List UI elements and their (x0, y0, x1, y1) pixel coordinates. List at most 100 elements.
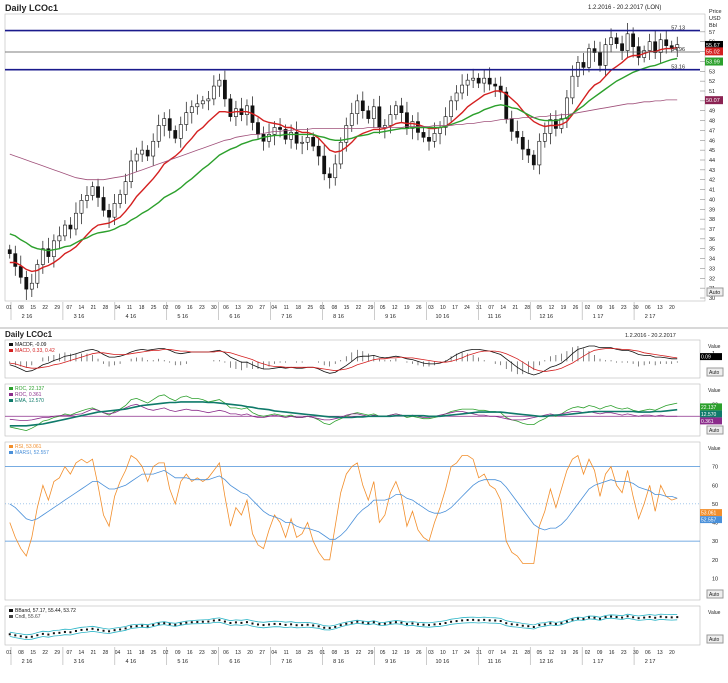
bband-candle (284, 623, 287, 626)
rsi-value-badge-label-0: 53.061 (701, 511, 717, 517)
roc-legend-swatch-2 (9, 399, 13, 402)
bottom-month-label-4: 6 16 (229, 659, 240, 665)
price-badge-55.67 (705, 40, 723, 49)
rsi-tick-40: 40 (712, 521, 718, 527)
roc-value-header: Value (708, 388, 721, 394)
top-day-tick-30: 29 (368, 305, 374, 311)
top-month-label-7: 9 16 (385, 314, 396, 320)
top-month-label-12: 2 17 (645, 314, 656, 320)
candle-body (311, 137, 316, 147)
top-day-tick-41: 14 (500, 305, 506, 311)
bottom-month-label-12: 2 17 (645, 659, 656, 665)
top-day-tick-21: 27 (259, 305, 265, 311)
bband-legend-1: Cndl, 55.67 (15, 614, 41, 620)
bottom-day-tick-13: 02 (163, 650, 169, 656)
candle-body (234, 108, 238, 117)
candle-body (256, 122, 260, 135)
candle-body (289, 132, 293, 140)
candle-body (195, 103, 200, 108)
candle-body (405, 112, 409, 129)
bband-auto-button[interactable] (706, 634, 724, 644)
candle-body (669, 45, 674, 48)
roc-auto-button[interactable] (706, 425, 724, 435)
bband-candle (256, 623, 259, 626)
bband-candle (599, 617, 602, 620)
candle-body (498, 85, 503, 93)
top-day-tick-7: 21 (91, 305, 97, 311)
candle-body (515, 131, 520, 138)
candle-body (294, 132, 299, 144)
rsi-legend-swatch-1 (9, 451, 13, 454)
top-day-tick-52: 30 (633, 305, 639, 311)
top-day-tick-53: 06 (645, 305, 651, 311)
bband-candle (108, 630, 111, 633)
candle-body (272, 127, 277, 135)
bband-candle (411, 622, 414, 625)
bottom-day-tick-34: 26 (416, 650, 422, 656)
macd-legend-0: MACDF, -0.09 (15, 342, 47, 348)
candle-body (631, 33, 636, 47)
candle-body (355, 100, 360, 114)
candle-body (140, 149, 145, 155)
candle-body (322, 155, 327, 175)
auto-scale-button-main[interactable] (706, 287, 724, 297)
bband-candle (317, 625, 320, 628)
bband-candle (510, 623, 513, 626)
bband-candle (444, 622, 447, 625)
bottom-day-tick-39: 31 (476, 650, 482, 656)
macd-auto-button[interactable] (706, 367, 724, 377)
bband-candle (626, 615, 629, 618)
candle-body (107, 209, 111, 218)
bottom-month-label-5: 7 16 (281, 659, 292, 665)
bband-value-header: Value (708, 610, 721, 616)
top-month-label-8: 10 16 (436, 314, 450, 320)
candle-body (620, 43, 624, 51)
price-tick-label-42: 42 (709, 178, 715, 184)
bottom-day-tick-21: 27 (259, 650, 265, 656)
bband-candle (168, 623, 171, 626)
bband-candle (361, 621, 364, 624)
top-day-tick-6: 14 (79, 305, 85, 311)
price-tick-label-53: 53 (709, 69, 715, 75)
bband-panel-frame (4, 605, 701, 646)
series-line-ema-34 (9, 57, 678, 252)
bottom-day-tick-38: 24 (464, 650, 470, 656)
bband-candle (273, 622, 276, 625)
bband-candle (610, 615, 613, 618)
top-day-tick-0: 01 (6, 305, 12, 311)
candle-body (316, 145, 321, 157)
bband-candle (494, 619, 497, 622)
bband-candle (119, 628, 122, 631)
candle-body (603, 44, 608, 66)
bband-candle (356, 620, 359, 623)
macd-series-0 (9, 345, 678, 376)
top-day-tick-54: 13 (657, 305, 663, 311)
bband-candle (130, 625, 133, 628)
candle-body (520, 137, 525, 150)
bband-candle (218, 619, 221, 622)
bband-candle (251, 622, 254, 625)
rsi-auto-button[interactable] (706, 589, 724, 599)
bband-candle (58, 631, 61, 634)
macd-legend-swatch-1 (9, 349, 13, 352)
bband-candle (47, 633, 50, 636)
main-chart-title: Daily LCOc1 (5, 3, 58, 13)
bottom-day-tick-30: 29 (368, 650, 374, 656)
series-line-ema-13 (9, 46, 678, 273)
main-price-axis: 3031323334353637383940414243444546474849… (700, 30, 723, 302)
top-day-tick-28: 15 (344, 305, 350, 311)
top-day-tick-35: 03 (428, 305, 434, 311)
candle-body (344, 125, 349, 143)
candle-body (653, 41, 658, 53)
bband-candle (14, 634, 17, 637)
top-day-tick-43: 28 (525, 305, 531, 311)
candle-body (85, 195, 89, 201)
lower-chart-title: Daily LCOc1 (5, 330, 53, 339)
bband-candle (312, 624, 315, 627)
candle-body (267, 134, 271, 142)
bottom-day-tick-27: 08 (332, 650, 338, 656)
top-day-tick-15: 16 (187, 305, 193, 311)
top-day-tick-3: 22 (42, 305, 48, 311)
lower-date-range: 1.2.2016 - 20.2.2017 (625, 333, 676, 339)
bottom-day-tick-55: 20 (669, 650, 675, 656)
